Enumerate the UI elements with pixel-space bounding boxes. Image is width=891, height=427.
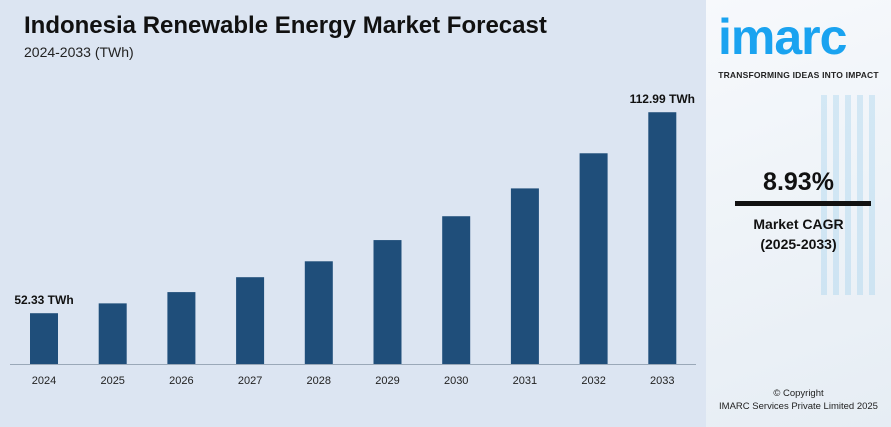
side-panel: imarc TRANSFORMING IDEAS INTO IMPACT 8.9… [706,0,891,427]
imarc-logo: imarc [718,9,847,65]
bar-2024 [30,313,58,364]
x-tick-label: 2028 [307,375,331,387]
x-tick-label: 2025 [100,375,124,387]
chart-area: Indonesia Renewable Energy Market Foreca… [10,12,696,387]
divider [735,201,871,206]
bar-2027 [236,277,265,364]
bar-plot: 2024 52.33 TWh 2025 2026 2027 2028 2029 2030 203… [10,92,696,387]
cagr-label-text: Market CAGR [753,216,844,232]
x-tick-label: 2031 [513,375,537,387]
x-tick-label: 2030 [444,375,468,387]
x-tick-label: 2033 [650,375,674,387]
background-chart-decoration [821,95,881,295]
x-tick-label: 2026 [169,375,193,387]
x-tick-label: 2024 [32,375,56,387]
cagr-value: 8.93% [763,168,834,196]
bar-2029 [373,240,402,364]
data-label: 112.99 TWh [630,92,695,106]
tagline: TRANSFORMING IDEAS INTO IMPACT [718,70,879,80]
bar-2028 [304,261,333,364]
company-name: IMARC Services Private Limited 2025 [719,401,878,412]
copyright: © Copyright IMARC Services Private Limit… [706,387,891,413]
cagr-label: Market CAGR (2025-2033) [706,214,891,254]
bar-2030 [442,216,471,364]
bar-2033 [648,112,677,364]
chart-title: Indonesia Renewable Energy Market Foreca… [24,12,547,39]
copyright-symbol: © Copyright [773,388,824,399]
x-tick-label: 2027 [238,375,262,387]
bar-2031 [510,188,539,364]
x-tick-label: 2029 [375,375,399,387]
data-label: 52.33 TWh [14,293,73,307]
cagr-period: (2025-2033) [760,236,837,252]
bar-2032 [579,153,608,364]
chart-subtitle: 2024-2033 (TWh) [24,44,134,60]
bar-2026 [167,292,196,364]
bar-2025 [98,303,127,364]
x-tick-label: 2032 [581,375,605,387]
